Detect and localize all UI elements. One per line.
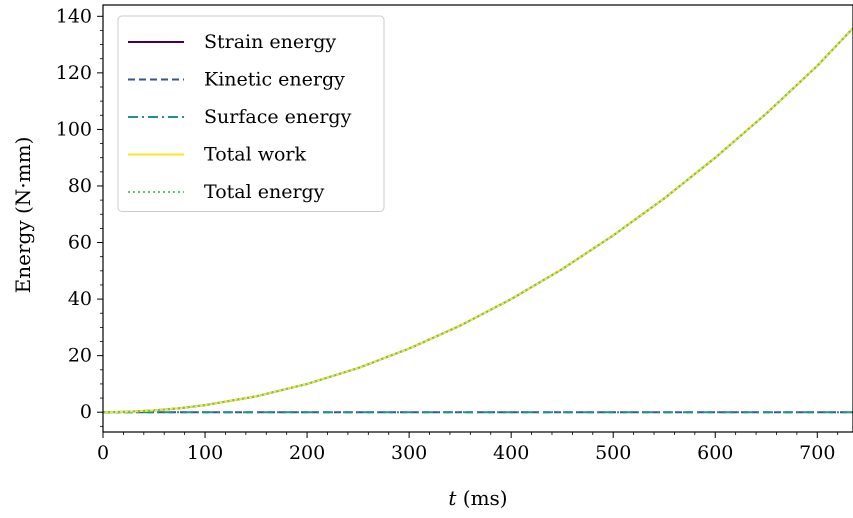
x-tick-label-0: 0 [97, 442, 109, 464]
y-tick-label-40: 40 [68, 288, 92, 310]
legend: Strain energy Kinetic energy Surface energ… [117, 15, 385, 212]
x-tick-label-500: 500 [595, 442, 631, 464]
x-axis-label-var: t [448, 486, 457, 510]
series-lines [103, 27, 853, 414]
x-tick-label-700: 700 [799, 442, 835, 464]
legend-label-4: Total energy [204, 181, 325, 203]
x-tick-label-300: 300 [391, 442, 427, 464]
series-line-total-work [103, 27, 853, 414]
x-tick-label-100: 100 [187, 442, 223, 464]
x-axis-label: t (ms) [448, 486, 507, 510]
y-tick-label-140: 140 [56, 5, 92, 27]
legend-label-3: Total work [204, 144, 307, 166]
plot-frame [102, 4, 853, 433]
axes: 0 100 200 300 400 500 600 700 0 20 40 60 80 100 120 140 [56, 4, 853, 464]
x-tick-label-200: 200 [289, 442, 325, 464]
y-axis-label: Energy (N·mm) [11, 137, 35, 294]
x-tick-label-600: 600 [697, 442, 733, 464]
legend-label-1: Kinetic energy [204, 69, 345, 91]
legend-box [117, 15, 385, 212]
x-axis-label-unit: (ms) [456, 486, 507, 510]
y-tick-label-80: 80 [68, 175, 92, 197]
y-tick-label-120: 120 [56, 62, 92, 84]
y-tick-label-100: 100 [56, 118, 92, 140]
legend-label-2: Surface energy [204, 106, 352, 128]
x-tick-label-400: 400 [493, 442, 529, 464]
y-tick-label-0: 0 [80, 401, 92, 423]
legend-label-0: Strain energy [204, 31, 336, 53]
y-tick-label-60: 60 [68, 232, 92, 254]
y-tick-label-20: 20 [68, 345, 92, 367]
